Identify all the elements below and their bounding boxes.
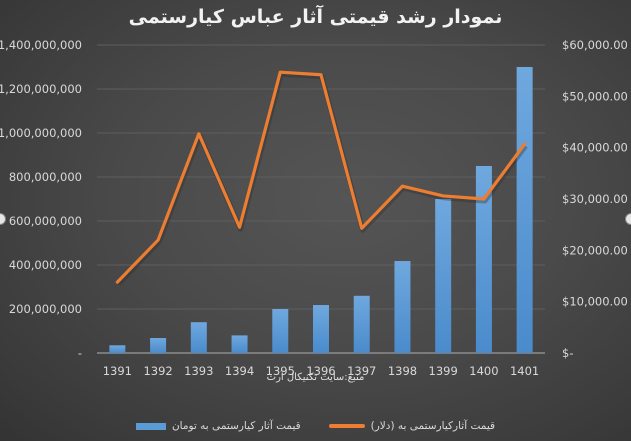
right-axis-tick: $-: [562, 346, 573, 360]
left-axis-tick: 800,000,000: [9, 170, 82, 184]
bar-1392[interactable]: [150, 338, 167, 353]
legend-line-label: قیمت آثارکیارستمی به (دلار): [370, 420, 496, 432]
legend-item-bar: قیمت آثار کیارستمی به تومان: [135, 420, 301, 432]
bar-swatch-icon: [135, 422, 166, 430]
legend: قیمت آثارکیارستمی به (دلار) قیمت آثار کی…: [0, 420, 631, 432]
line-swatch-icon: [328, 424, 365, 428]
dollar-price-line[interactable]: [115, 70, 527, 284]
x-axis-tick: 1396: [306, 364, 335, 378]
left-axis-tick: 1,200,000,000: [0, 82, 82, 96]
bar-1401[interactable]: [516, 67, 533, 353]
bar-1396[interactable]: [313, 305, 329, 353]
legend-bar-label: قیمت آثار کیارستمی به تومان: [171, 420, 301, 432]
source-note: منبع:سایت تکنیکال آرت: [266, 372, 365, 383]
x-axis-tick: 1398: [388, 364, 417, 378]
x-axis-tick: 1393: [184, 364, 213, 378]
bar-1391[interactable]: [109, 345, 126, 353]
left-axis-tick: 1,400,000,000: [0, 38, 82, 52]
right-axis-tick: $50,000.00: [562, 89, 628, 103]
right-axis-tick: $20,000.00: [562, 243, 628, 257]
legend-item-line: قیمت آثارکیارستمی به (دلار): [328, 420, 496, 432]
right-axis-tick: $10,000.00: [562, 295, 628, 309]
bar-1397[interactable]: [353, 295, 370, 353]
right-axis-tick: $60,000.00: [562, 38, 628, 52]
x-axis-tick: 1397: [347, 364, 376, 378]
right-resize-handle-icon[interactable]: [625, 213, 631, 225]
x-axis-tick: 1399: [429, 364, 458, 378]
x-axis-tick: 1400: [469, 364, 498, 378]
right-axis-tick: $40,000.00: [562, 141, 628, 155]
bar-1395[interactable]: [272, 309, 289, 353]
bar-1400[interactable]: [475, 166, 492, 353]
left-axis-tick: -: [78, 346, 82, 360]
left-axis-tick: 1,000,000,000: [0, 126, 82, 140]
left-axis-tick: 200,000,000: [9, 302, 82, 316]
x-axis-tick: 1395: [266, 364, 295, 378]
chart-title: نمودار رشد قیمتی آثار عباس کیارستمی: [128, 6, 503, 28]
x-axis-tick: 1392: [143, 364, 172, 378]
bar-1393[interactable]: [190, 322, 207, 353]
bar-1399[interactable]: [435, 199, 452, 353]
left-axis-tick: 600,000,000: [9, 214, 82, 228]
bar-1394[interactable]: [231, 335, 248, 353]
bar-1398[interactable]: [394, 261, 411, 353]
x-axis-tick: 1394: [225, 364, 254, 378]
x-axis-tick: 1401: [510, 364, 539, 378]
right-axis-tick: $30,000.00: [562, 192, 628, 206]
x-axis-tick: 1391: [103, 364, 132, 378]
left-axis-tick: 400,000,000: [9, 258, 82, 272]
